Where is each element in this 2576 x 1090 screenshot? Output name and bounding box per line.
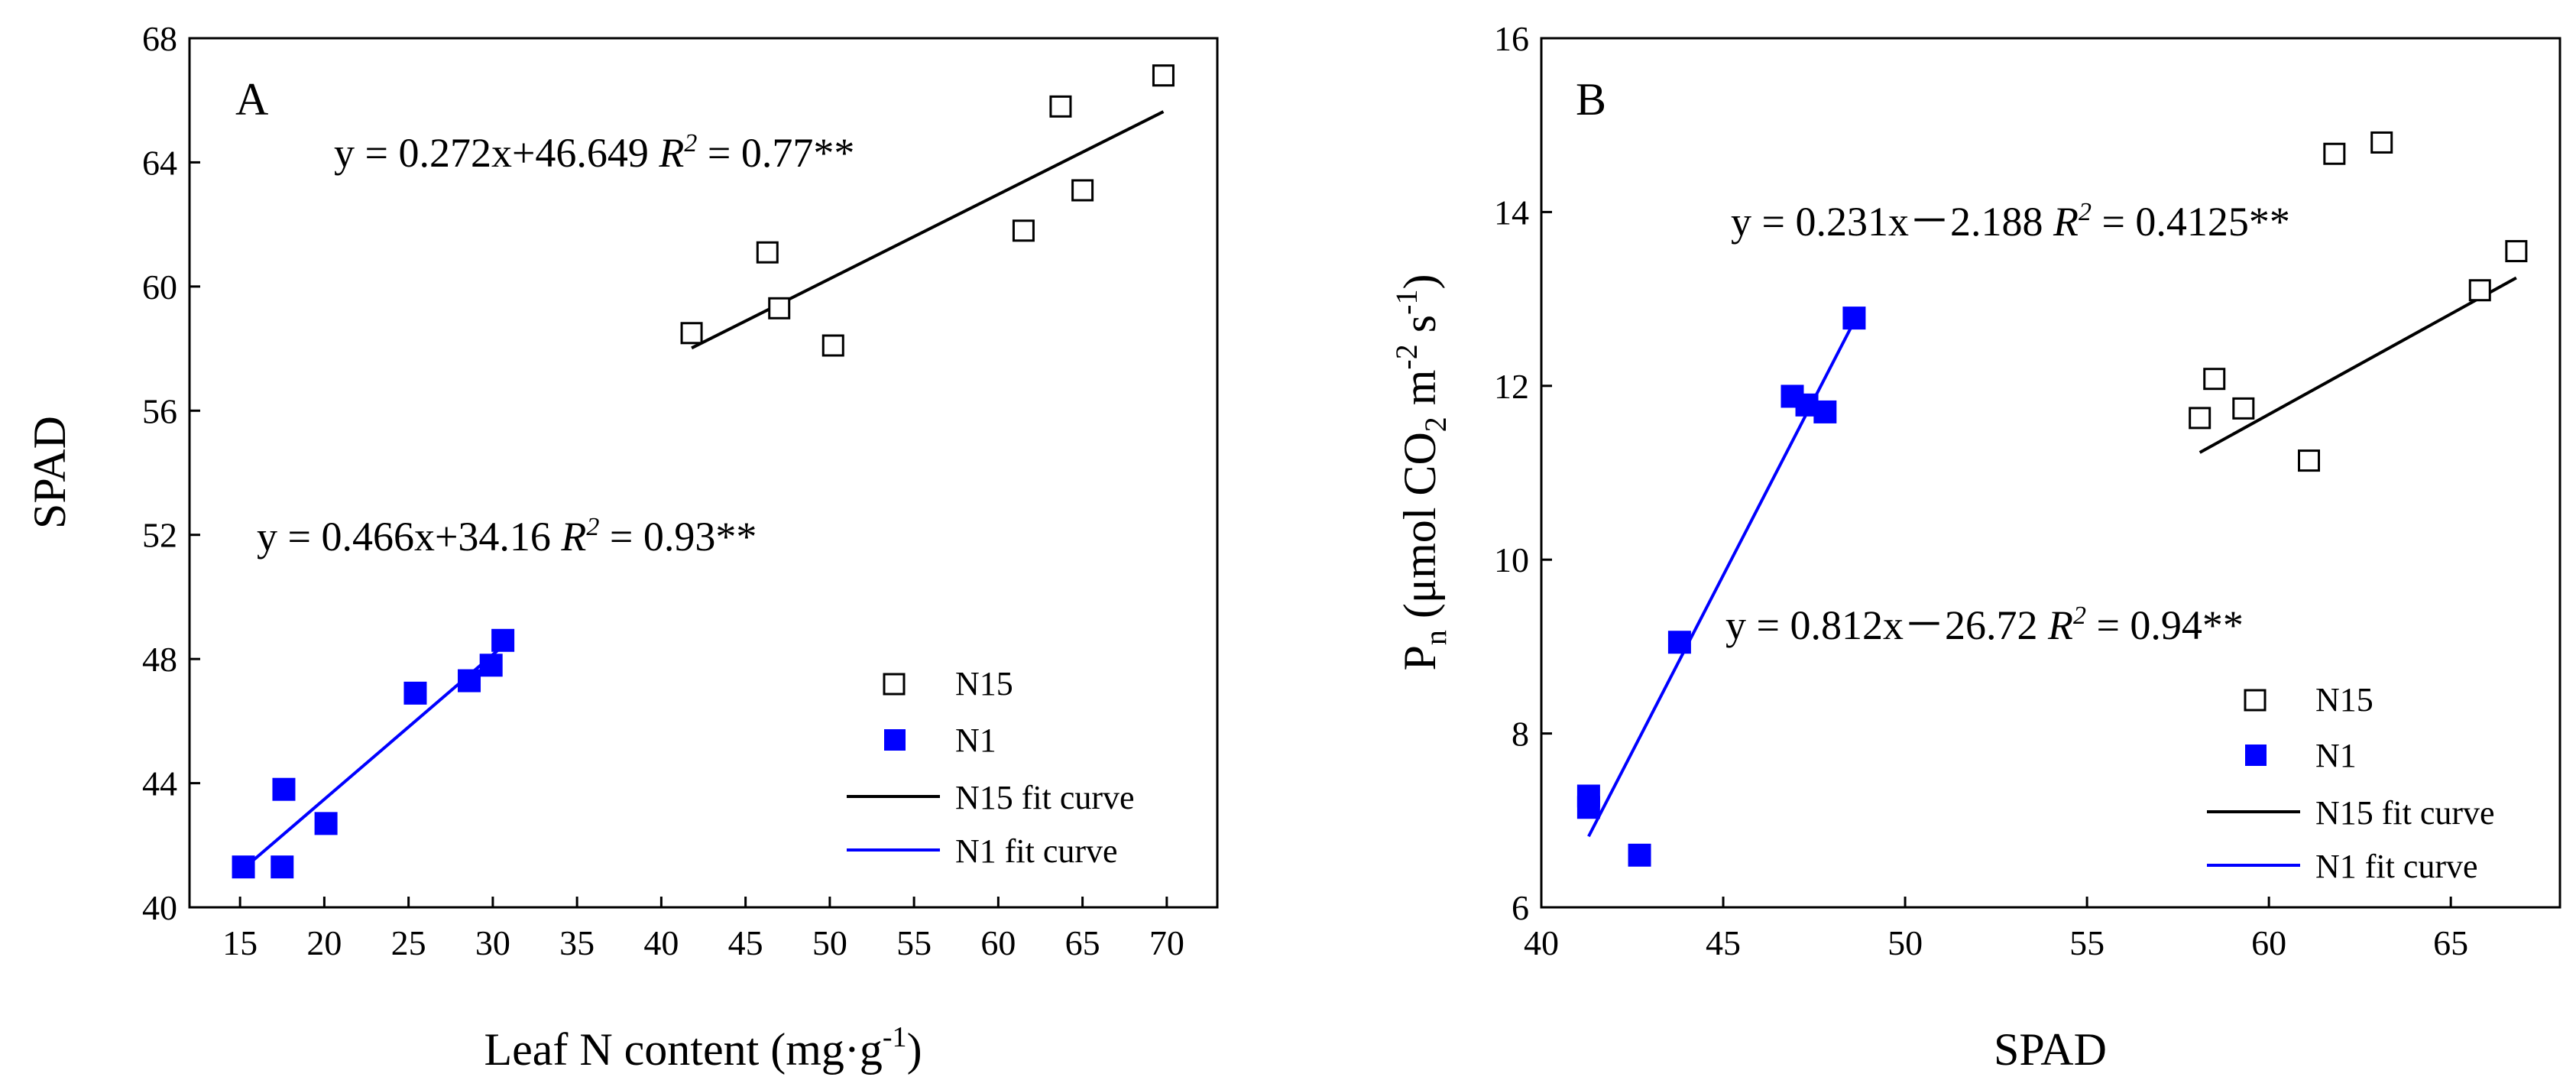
panel-a-x-axis-title: Leaf N content (mg·g-1): [484, 1021, 922, 1075]
panel-a-x-tick-label: 25: [391, 923, 426, 962]
panel-b-n15-point: [2468, 279, 2491, 302]
legend-b-n15-label: N15: [2315, 681, 2373, 719]
panel-b-n15-point: [2323, 142, 2346, 165]
panel-a-x-tick-label: 60: [980, 923, 1016, 962]
panel-a-y-axis-title: SPAD: [24, 416, 75, 529]
panel-a-x-tick-label: 30: [475, 923, 510, 962]
panel-a-n1-point: [271, 855, 294, 879]
panel-b-n15-point: [2505, 240, 2528, 263]
panel-b-n15-point: [2189, 407, 2211, 430]
panel-a: 40 44 48 52 56 60 64 68 15 20 25 30 35 40 45 50 55 60 65 7…: [24, 19, 1219, 1075]
legend-a-n15-marker: [883, 673, 906, 696]
panel-b-n1-point: [1576, 784, 1600, 808]
panel-b-x-tick-label: 55: [2069, 923, 2105, 962]
panel-a-x-tick-label: 70: [1149, 923, 1184, 962]
panel-b-n1-point: [1842, 307, 1866, 330]
panel-a-n1-equation: y = 0.466x+34.16 R2 = 0.93**: [257, 513, 757, 560]
panel-b-y-tick-label: 10: [1494, 540, 1529, 579]
panel-b-x-tick-label: 40: [1524, 923, 1559, 962]
panel-b-y-tick-label: 12: [1494, 367, 1529, 406]
panel-a-y-tick-label: 44: [142, 764, 177, 803]
panel-a-x-tick-label: 50: [812, 923, 847, 962]
panel-b-x-ticks: 40 45 50 55 60 65: [1524, 897, 2468, 962]
panel-a-n1-point: [458, 669, 481, 693]
panel-a-n15-point: [1049, 95, 1072, 118]
panel-a-y-tick-label: 68: [142, 19, 177, 58]
legend-b-n1-label: N1: [2315, 737, 2357, 774]
panel-a-x-tick-label: 55: [896, 923, 932, 962]
panel-a-n1-point: [403, 681, 427, 705]
panel-a-n15-point: [680, 322, 703, 345]
panel-b-n15-point: [2232, 397, 2255, 420]
panel-b-x-tick-label: 45: [1706, 923, 1741, 962]
panel-b-fit-lines: [1587, 276, 2517, 838]
panel-b: 6 8 10 12 14 16 40 45 50 55 60 65 B y = 0.231x－2.1…: [1389, 19, 2561, 1075]
panel-b-n15-fit-line: [2199, 276, 2517, 454]
panel-a-points: [232, 64, 1175, 879]
panel-a-frame: [188, 37, 1219, 909]
panel-a-x-ticks: 15 20 25 30 35 40 45 50 55 60 65 70: [222, 897, 1184, 962]
legend-a-n1-label: N1: [955, 722, 996, 759]
panel-a-n1-point: [314, 812, 338, 835]
panel-a-n15-equation: y = 0.272x+46.649 R2 = 0.77**: [334, 129, 854, 176]
panel-b-n15-equation: y = 0.231x－2.188 R2 = 0.4125**: [1731, 198, 2290, 245]
panel-a-x-tick-label: 15: [222, 923, 258, 962]
panel-a-n1-point: [232, 855, 255, 879]
panel-a-n15-point: [1071, 179, 1094, 202]
panel-b-y-tick-label: 6: [1512, 888, 1529, 927]
panel-a-x-tick-label: 20: [306, 923, 342, 962]
panel-b-x-tick-label: 65: [2433, 923, 2468, 962]
panel-a-y-tick-label: 40: [142, 888, 177, 927]
panel-b-y-axis-title: Pn (μmol CO2 m-2 s-1): [1389, 274, 1453, 671]
panel-b-n15-point: [2370, 131, 2393, 154]
panel-b-y-ticks: 6 8 10 12 14 16: [1494, 19, 1552, 927]
panel-b-n15-point: [2298, 449, 2321, 472]
panel-a-x-tick-label: 40: [643, 923, 679, 962]
panel-b-y-tick-label: 16: [1494, 19, 1529, 58]
panel-b-x-axis-title: SPAD: [1994, 1024, 2107, 1075]
panel-a-n15-point: [1012, 219, 1035, 242]
panel-a-n1-point: [479, 654, 503, 677]
panel-a-n15-point: [768, 297, 791, 320]
panel-a-n15-point: [756, 241, 779, 264]
panel-b-points: [1576, 131, 2528, 867]
legend-b-n15-marker: [2244, 689, 2267, 712]
panel-a-n1-point: [491, 628, 515, 652]
legend-a-n15-fit-label: N15 fit curve: [955, 779, 1135, 816]
panel-a-y-tick-label: 60: [142, 268, 177, 307]
panel-a-y-tick-label: 48: [142, 640, 177, 679]
panel-b-x-tick-label: 50: [1887, 923, 1923, 962]
legend-a-n15-label: N15: [955, 665, 1013, 702]
panel-a-n15-point: [1152, 64, 1175, 87]
panel-a-y-tick-label: 56: [142, 391, 177, 430]
panel-a-label: A: [235, 74, 268, 125]
legend-b-n1-fit-label: N1 fit curve: [2315, 848, 2478, 885]
panel-b-n1-point: [1628, 843, 1651, 867]
panel-a-n15-point: [821, 334, 844, 357]
panel-a-x-tick-label: 35: [559, 923, 595, 962]
panel-a-x-tick-label: 45: [728, 923, 763, 962]
legend-a-n1-marker: [884, 729, 906, 751]
panel-b-n1-point: [1813, 400, 1837, 423]
panel-b-n1-point: [1667, 631, 1691, 654]
panel-b-frame: [1540, 37, 2561, 909]
panel-b-legend: N15 N1 N15 fit curve N1 fit curve: [2207, 681, 2495, 885]
panel-b-y-tick-label: 8: [1512, 715, 1529, 754]
panel-a-y-tick-label: 64: [142, 143, 177, 182]
panel-a-y-tick-label: 52: [142, 516, 177, 555]
legend-b-n1-marker: [2245, 745, 2267, 766]
legend-a-n1-fit-label: N1 fit curve: [955, 832, 1118, 870]
legend-b-n15-fit-label: N15 fit curve: [2315, 794, 2495, 832]
panel-a-legend: N15 N1 N15 fit curve N1 fit curve: [847, 665, 1135, 870]
panel-b-label: B: [1576, 74, 1606, 125]
panel-b-x-tick-label: 60: [2251, 923, 2286, 962]
panel-b-y-tick-label: 14: [1494, 193, 1529, 232]
panel-a-y-ticks: 40 44 48 52 56 60 64 68: [142, 19, 200, 927]
panel-a-n1-point: [272, 777, 296, 801]
panel-b-n15-point: [2203, 368, 2226, 391]
panel-a-x-tick-label: 65: [1065, 923, 1100, 962]
panel-b-n1-equation: y = 0.812x－26.72 R2 = 0.94**: [1725, 602, 2244, 648]
